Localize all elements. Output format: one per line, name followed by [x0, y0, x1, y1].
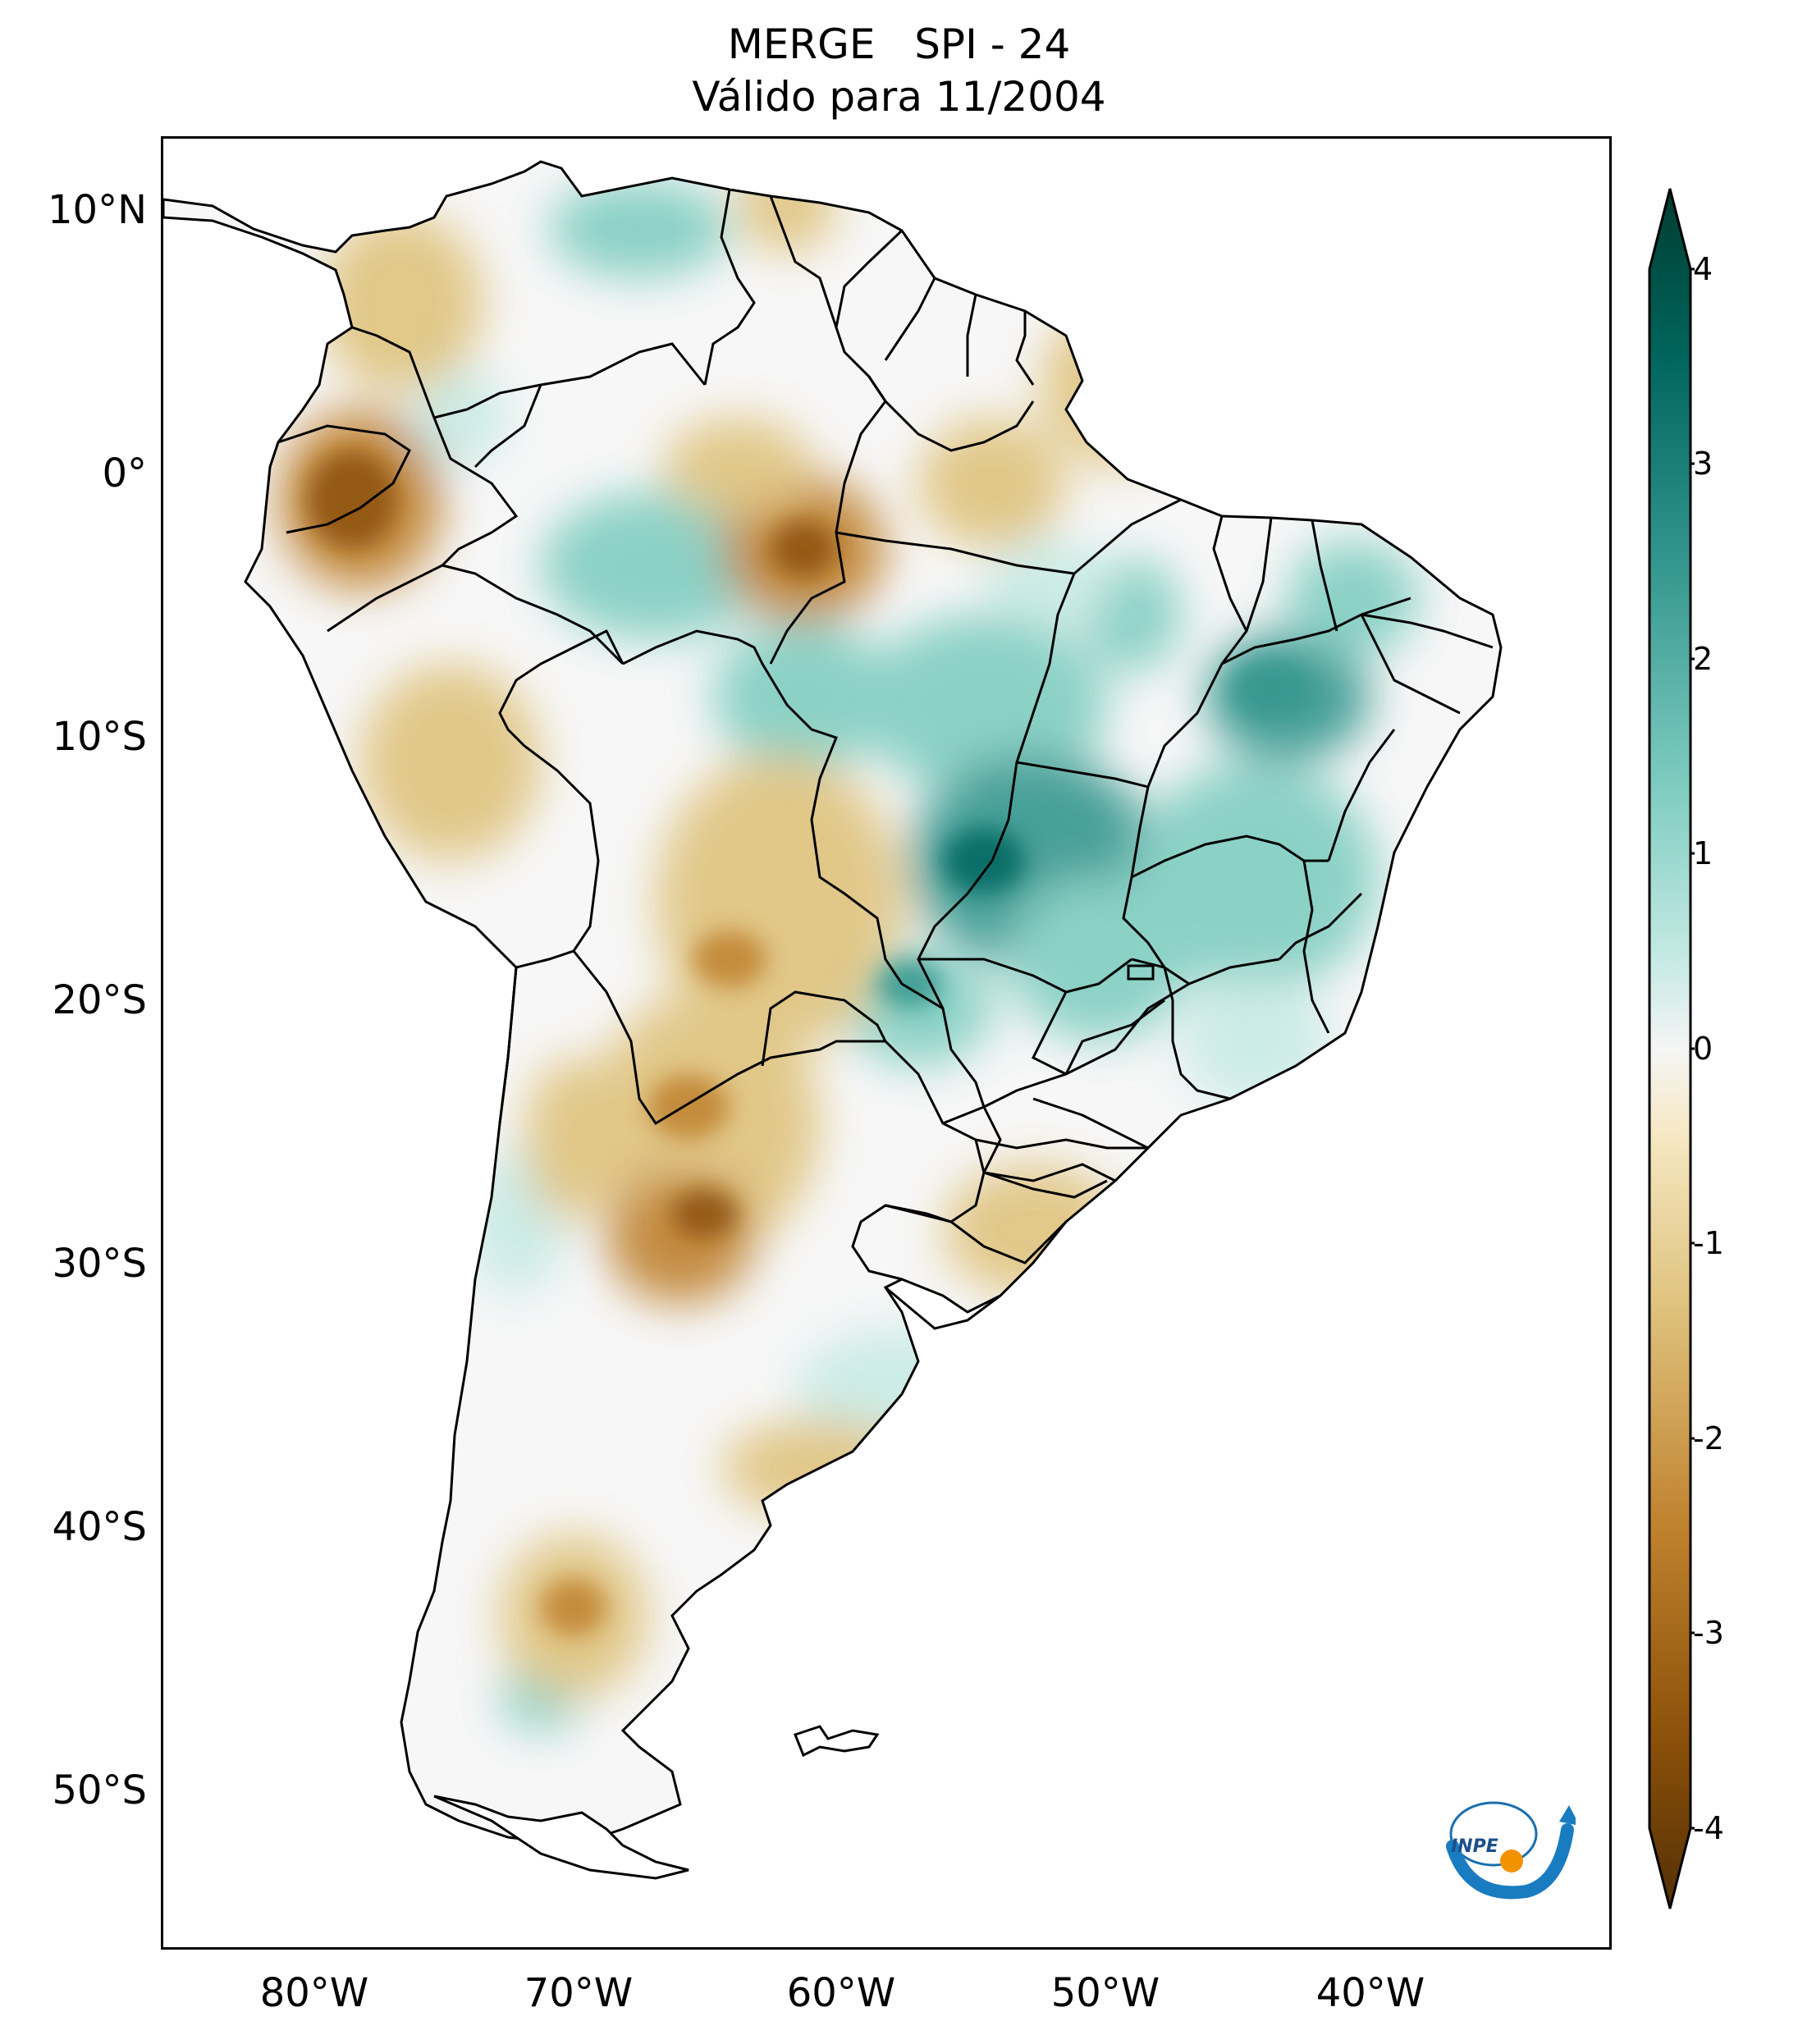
lat-label-20s: 20°S [52, 977, 147, 1023]
colorbar-label-neg3: -3 [1693, 1615, 1724, 1651]
colorbar-label-0: 0 [1693, 1031, 1713, 1067]
lon-label-80w: 80°W [259, 1970, 369, 2016]
lat-label-0: 0° [102, 450, 147, 496]
inpe-logo [1446, 1801, 1576, 1900]
lat-label-50s: 50°S [52, 1767, 147, 1813]
logo-text: INPE [1451, 1836, 1498, 1857]
colorbar-label-2: 2 [1693, 641, 1713, 677]
lat-label-30s: 30°S [52, 1241, 147, 1287]
map-panel [161, 136, 1612, 1950]
colorbar-label-neg2: -2 [1693, 1420, 1724, 1456]
lat-label-10s: 10°S [52, 714, 147, 760]
lon-label-60w: 60°W [786, 1970, 896, 2016]
falkland-islands [794, 1725, 880, 1758]
tierra-del-fuego [433, 1795, 689, 1880]
colorbar-body [1648, 188, 1692, 1909]
title-line-2: Válido para 11/2004 [692, 73, 1106, 121]
lat-label-10n: 10°N [48, 187, 147, 233]
lon-label-70w: 70°W [524, 1970, 634, 2016]
colorbar-ticks [1690, 268, 1695, 1830]
colorbar-label-neg4: -4 [1693, 1810, 1724, 1846]
colorbar [1648, 188, 1695, 1909]
title-line-1: MERGE SPI - 24 [727, 21, 1071, 68]
lon-label-50w: 50°W [1050, 1970, 1160, 2016]
colorbar-label-3: 3 [1693, 446, 1713, 482]
south-america-map [163, 160, 1503, 1880]
lat-label-40s: 40°S [52, 1504, 147, 1550]
political-borders [277, 189, 1494, 1330]
lon-label-40w: 40°W [1315, 1970, 1425, 2016]
coastline [163, 160, 1503, 1847]
colorbar-label-4: 4 [1693, 251, 1713, 287]
colorbar-label-1: 1 [1693, 835, 1713, 871]
colorbar-label-neg1: -1 [1693, 1225, 1724, 1261]
map-title: MERGE SPI - 24 Válido para 11/2004 [0, 18, 1798, 123]
